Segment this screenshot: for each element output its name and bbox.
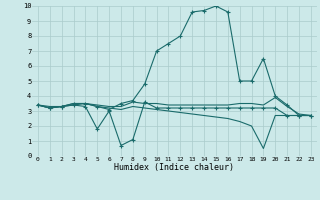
X-axis label: Humidex (Indice chaleur): Humidex (Indice chaleur) bbox=[115, 163, 234, 172]
